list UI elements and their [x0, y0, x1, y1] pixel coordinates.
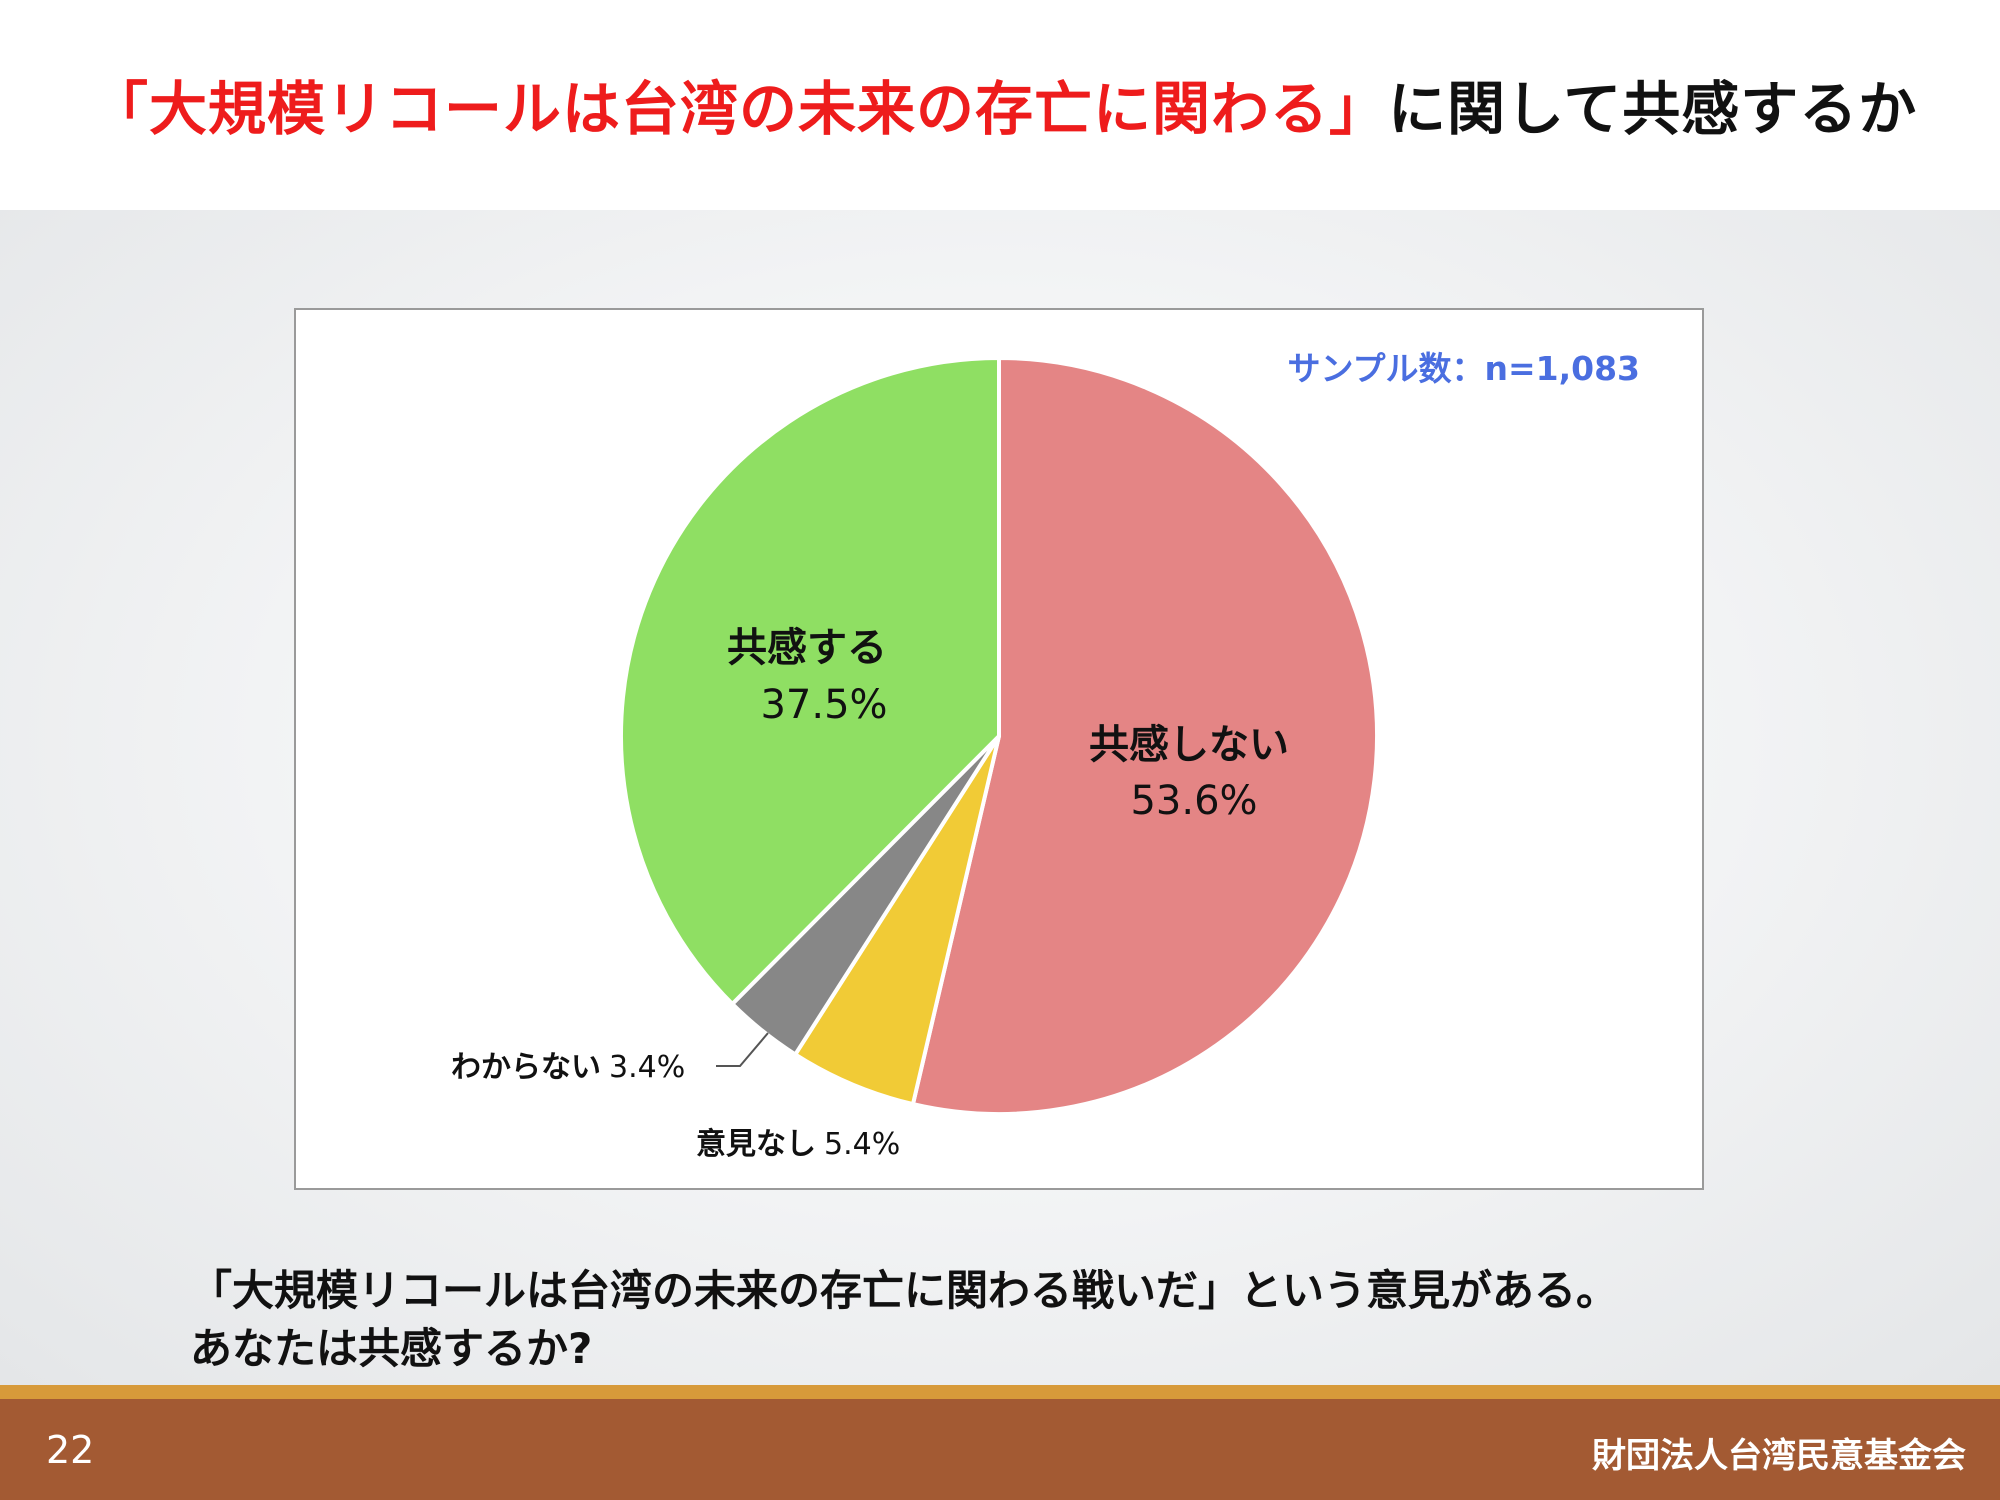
chart-frame: サンプル数：n=1,083 共感しない 53.6% 共感する 37.5% わから… [294, 308, 1704, 1190]
survey-question: 「大規模リコールは台湾の未来の存亡に関わる戦いだ」という意見がある。 あなたは共… [190, 1262, 1970, 1378]
slice-label-disagree: 共感しない [1089, 722, 1289, 768]
slice-label-agree: 共感する [727, 625, 887, 671]
title-rest: に関して共感するか [1388, 75, 1918, 143]
slice-value-no-opinion: 5.4% [824, 1127, 900, 1162]
slice-label-dont-know-text: わからない [451, 1050, 601, 1085]
organization-name: 財団法人台湾民意基金会 [1592, 1436, 1966, 1476]
sample-size-note: サンプル数：n=1,083 [1287, 349, 1640, 388]
footer-stripe [0, 1385, 2000, 1399]
question-line-2: あなたは共感するか? [190, 1324, 593, 1373]
title-bar: 「大規模リコールは台湾の未来の存亡に関わる」に関して共感するか [0, 0, 2000, 210]
page-title: 「大規模リコールは台湾の未来の存亡に関わる」に関して共感するか [90, 62, 1970, 146]
page-number: 22 [46, 1428, 95, 1472]
pie-slice-agree [619, 356, 1001, 1006]
slice-value-agree: 37.5% [760, 682, 887, 728]
question-line-1: 「大規模リコールは台湾の未来の存亡に関わる戦いだ」という意見がある。 [190, 1266, 1619, 1315]
slice-label-no-opinion: 意見なし 5.4% [696, 1127, 900, 1162]
title-highlight: 「大規模リコールは台湾の未来の存亡に関わる」 [90, 75, 1389, 143]
footer-bar [0, 1399, 2000, 1500]
slice-value-dont-know: 3.4% [609, 1050, 685, 1085]
pie-slice-disagree [910, 356, 1379, 1116]
slice-label-dont-know: わからない 3.4% [451, 1050, 685, 1085]
slice-value-disagree: 53.6% [1130, 778, 1257, 824]
slice-label-no-opinion-text: 意見なし [696, 1127, 816, 1162]
pie-chart: サンプル数：n=1,083 共感しない 53.6% 共感する 37.5% わから… [451, 349, 1640, 1162]
leader-line-dont-know [716, 1032, 769, 1067]
